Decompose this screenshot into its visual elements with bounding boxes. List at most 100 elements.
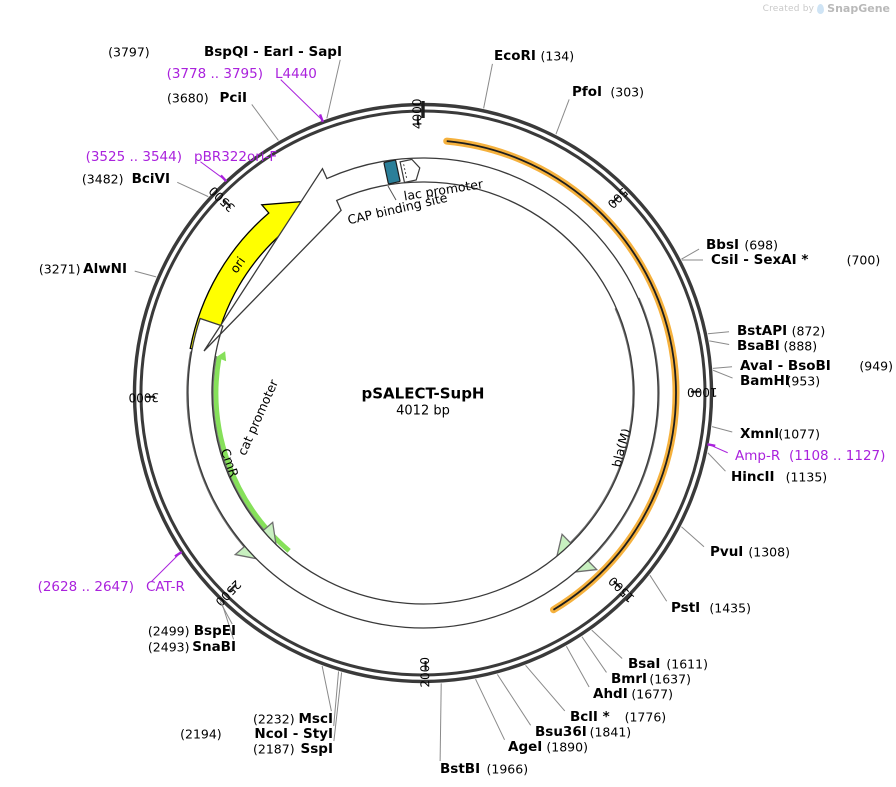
feature-range: (2628 .. 2647) bbox=[38, 579, 134, 595]
enzyme-site[interactable]: SspI (2187) bbox=[253, 741, 333, 757]
leader-line bbox=[333, 671, 340, 727]
enzyme-site[interactable]: PfoI (303) bbox=[572, 84, 644, 100]
enzyme-position: (3482) bbox=[82, 172, 124, 187]
enzyme-name: SspI bbox=[301, 741, 333, 757]
enzyme-position: (1841) bbox=[590, 725, 632, 740]
amp-backbone-arrowhead bbox=[553, 598, 571, 611]
enzyme-site[interactable]: PvuI (1308) bbox=[710, 544, 790, 560]
enzyme-name: AvaI - BsoBI bbox=[740, 358, 831, 374]
feature-annotation[interactable]: Amp-R (1108 .. 1127) bbox=[735, 448, 885, 464]
leader-line bbox=[496, 674, 532, 726]
leader-line bbox=[321, 665, 332, 712]
enzyme-name: AhdI bbox=[593, 686, 628, 702]
enzyme-position: (3680) bbox=[167, 91, 209, 106]
enzyme-position: (953) bbox=[787, 374, 821, 389]
feature-arrow-cat-promoter[interactable] bbox=[187, 157, 659, 629]
leader-line bbox=[151, 552, 181, 582]
enzyme-site[interactable]: SnaBI(2493) bbox=[148, 639, 236, 655]
leader-line bbox=[649, 574, 668, 602]
leader-line bbox=[712, 369, 733, 379]
leader-line bbox=[707, 452, 726, 472]
leader-line bbox=[711, 426, 733, 433]
enzyme-site[interactable]: HincII (1135) bbox=[731, 469, 827, 485]
enzyme-site[interactable]: Bsu36I (1841) bbox=[535, 724, 631, 740]
enzyme-site[interactable]: CsiI - SexAI * (700) bbox=[711, 252, 880, 268]
enzyme-position: (2499) bbox=[148, 624, 190, 639]
leader-line bbox=[709, 444, 728, 454]
enzyme-name: CsiI - SexAI * bbox=[711, 252, 808, 268]
enzyme-position: (700) bbox=[847, 253, 881, 268]
enzyme-position: (1890) bbox=[546, 740, 588, 755]
feature-range: (3525 .. 3544) bbox=[86, 149, 182, 165]
site-labels: EcoRI (134) PfoI (303) BbsI (698)CsiI - SexAI… bbox=[38, 44, 893, 777]
leader-line bbox=[591, 629, 623, 659]
enzyme-position: (1677) bbox=[631, 687, 673, 702]
enzyme-name: PciI bbox=[219, 90, 247, 106]
amp-backbone-arc bbox=[446, 140, 677, 611]
leader-line bbox=[565, 645, 590, 688]
leader-lines bbox=[134, 59, 733, 762]
cmr-glow-arrowhead bbox=[216, 351, 227, 362]
enzyme-site[interactable]: BsaI (1611) bbox=[628, 656, 708, 672]
enzyme-position: (303) bbox=[610, 85, 644, 100]
tick-mark bbox=[228, 584, 237, 592]
enzyme-site[interactable]: AhdI (1677) bbox=[593, 686, 673, 702]
enzyme-site[interactable]: BamHI(953) bbox=[740, 373, 820, 389]
enzyme-name: MscI bbox=[299, 711, 334, 727]
enzyme-site[interactable]: BspQI - EarI - SapI (3797) bbox=[108, 44, 342, 60]
feature-annotation[interactable]: CAT-R (2628 .. 2647) bbox=[38, 579, 185, 595]
enzyme-name: BmrI bbox=[611, 671, 647, 687]
leader-line bbox=[326, 59, 341, 119]
leader-line bbox=[134, 270, 157, 278]
enzyme-site[interactable]: AvaI - BsoBI (949) bbox=[740, 358, 893, 374]
enzyme-position: (2493) bbox=[148, 640, 190, 655]
enzyme-position: (1776) bbox=[625, 710, 667, 725]
leader-line bbox=[177, 181, 209, 198]
lac-promoter-hatch bbox=[403, 164, 408, 180]
snapgene-watermark: Created by SnapGene bbox=[763, 2, 890, 15]
enzyme-site[interactable]: AgeI (1890) bbox=[508, 739, 588, 755]
enzyme-site[interactable]: PciI (3680) bbox=[167, 90, 247, 106]
enzyme-site[interactable]: BstBI (1966) bbox=[440, 761, 528, 777]
feature-range: (1108 .. 1127) bbox=[789, 448, 885, 464]
enzyme-site[interactable]: XmnI (1077) bbox=[740, 426, 820, 442]
cap-binding-site-box[interactable] bbox=[383, 159, 401, 185]
leader-line bbox=[581, 636, 607, 673]
tick-mark bbox=[223, 199, 232, 208]
enzyme-name: BspQI - EarI - SapI bbox=[204, 44, 342, 60]
feature-marker bbox=[318, 113, 324, 123]
enzyme-site[interactable]: BclI * (1776) bbox=[570, 709, 666, 725]
plasmid-name: pSALECT-SupH bbox=[362, 385, 485, 403]
enzyme-site[interactable]: BsaBI (888) bbox=[737, 338, 817, 354]
enzyme-site[interactable]: PstI (1435) bbox=[671, 600, 751, 616]
enzyme-site[interactable]: BbsI (698) bbox=[706, 237, 778, 253]
enzyme-site[interactable]: NcoI - StyI (2194) bbox=[180, 726, 333, 742]
enzyme-site[interactable]: MscI (2232) bbox=[253, 711, 333, 727]
enzyme-site[interactable]: BciVI (3482) bbox=[82, 171, 170, 187]
lac-promoter-arrow[interactable] bbox=[399, 158, 422, 184]
feature-annotation[interactable]: L4440 (3778 .. 3795) bbox=[167, 66, 317, 82]
enzyme-name: BstAPI bbox=[737, 323, 787, 339]
feature-name: pBR322ori-F bbox=[194, 149, 277, 165]
enzyme-name: PstI bbox=[671, 600, 700, 616]
leader-line bbox=[439, 683, 442, 762]
enzyme-position: (949) bbox=[859, 359, 893, 374]
enzyme-site[interactable]: EcoRI (134) bbox=[494, 48, 574, 64]
tick-label: 1000 bbox=[687, 385, 718, 399]
leader-line bbox=[219, 601, 233, 625]
enzyme-site[interactable]: BstAPI (872) bbox=[737, 323, 825, 339]
enzyme-position: (888) bbox=[784, 339, 818, 354]
enzyme-name: BclI * bbox=[570, 709, 610, 725]
enzyme-position: (1611) bbox=[666, 657, 708, 672]
enzyme-position: (1435) bbox=[709, 601, 751, 616]
feature-annotation[interactable]: pBR322ori-F (3525 .. 3544) bbox=[86, 149, 278, 165]
enzyme-position: (3797) bbox=[108, 45, 150, 60]
enzyme-position: (872) bbox=[792, 324, 826, 339]
snapgene-logo-icon bbox=[817, 3, 825, 14]
enzyme-name: AgeI bbox=[508, 739, 542, 755]
enzyme-name: BspEI bbox=[194, 623, 236, 639]
enzyme-site[interactable]: BspEI (2499) bbox=[148, 623, 236, 639]
enzyme-site[interactable]: BmrI (1637) bbox=[611, 671, 691, 687]
enzyme-site[interactable]: AlwNI(3271) bbox=[39, 261, 127, 277]
